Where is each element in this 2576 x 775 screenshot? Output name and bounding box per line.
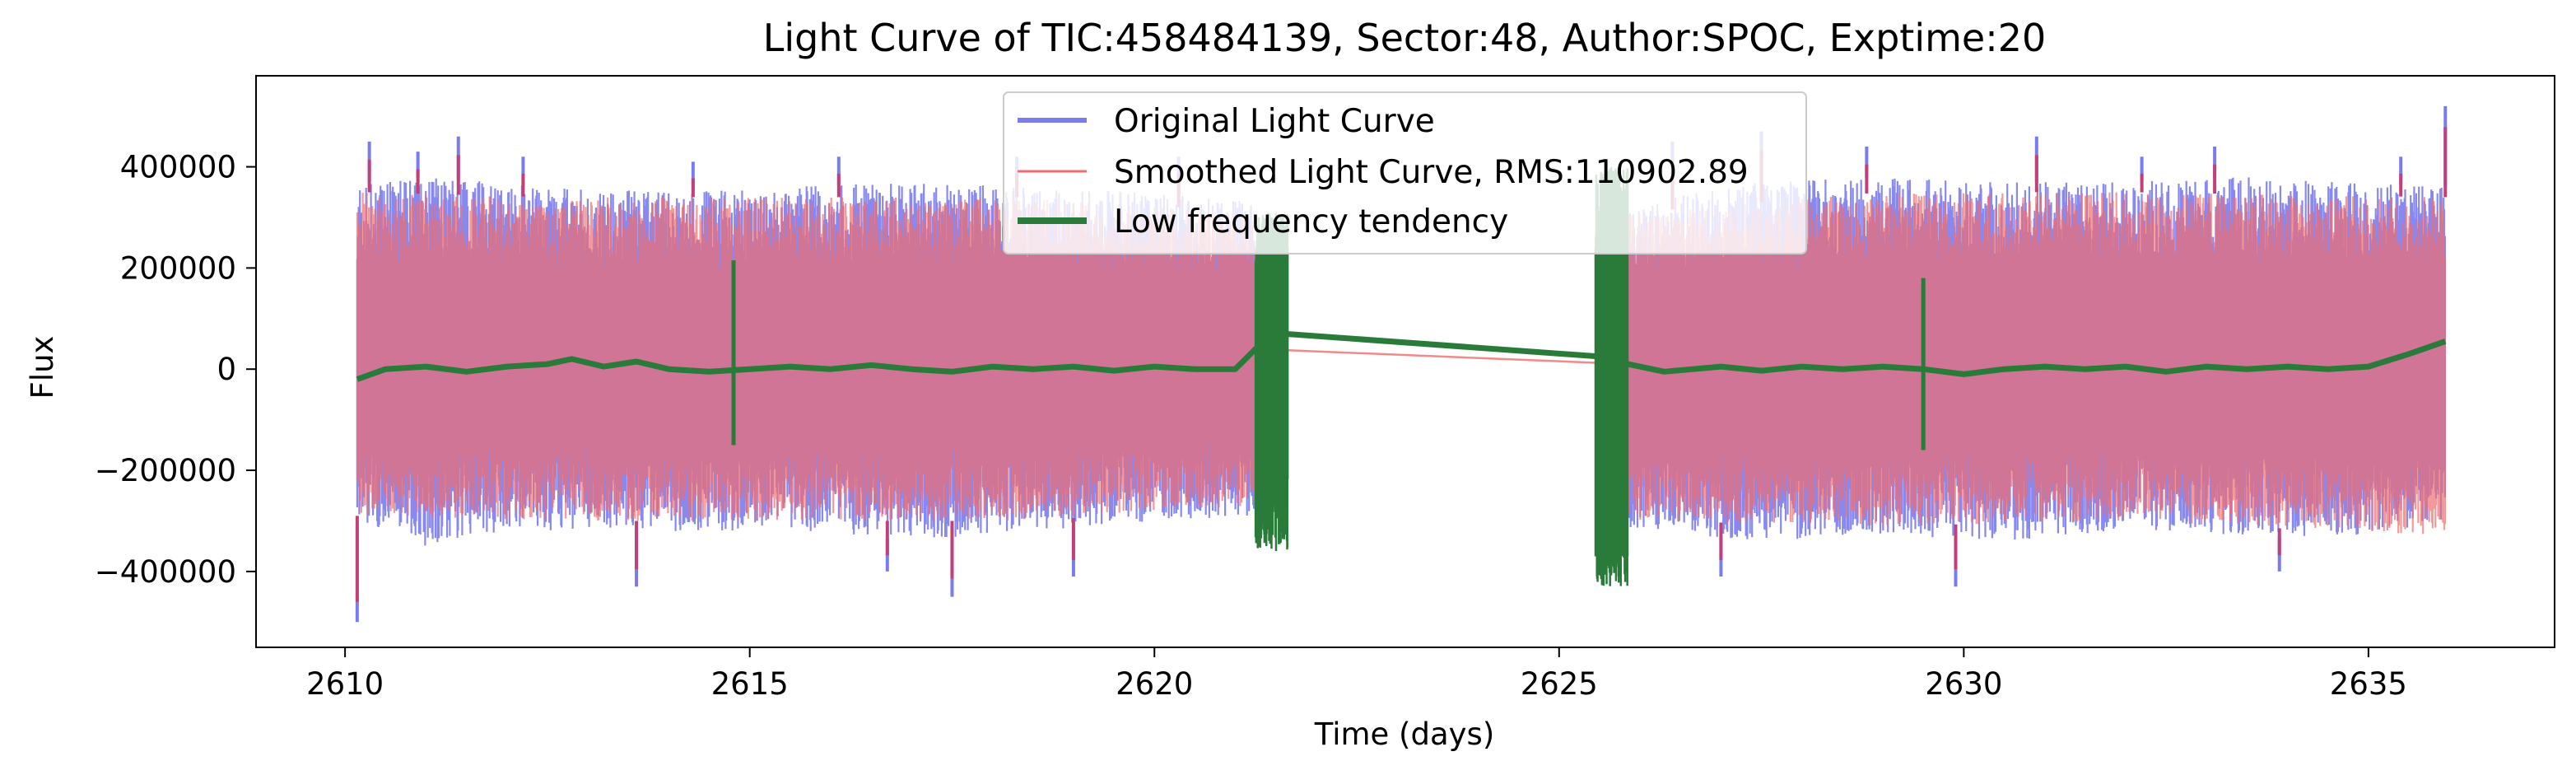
series-0-extremes	[355, 105, 2448, 623]
y-axis: −400000 −200000 0 200000 400000	[95, 150, 256, 590]
x-tick-label-1: 2615	[711, 666, 789, 702]
x-tick-label-2: 2620	[1116, 666, 1193, 702]
legend-label-original: Original Light Curve	[1114, 103, 1435, 140]
x-tick-label-0: 2610	[306, 666, 384, 702]
legend-label-smoothed: Smoothed Light Curve, RMS:110902.89	[1114, 154, 1749, 191]
legend: Original Light Curve Smoothed Light Curv…	[1003, 91, 1807, 254]
series-2-gap-burst-1	[1594, 166, 1629, 586]
y-tick-label-4: 400000	[120, 150, 236, 185]
y-tick-label-0: −400000	[95, 554, 236, 590]
y-axis-label: Flux	[25, 336, 60, 399]
plot-area	[355, 105, 2448, 623]
x-tick-label-3: 2625	[1521, 666, 1598, 702]
x-tick-label-4: 2630	[1925, 666, 2002, 702]
y-tick-label-2: 0	[217, 352, 236, 387]
x-axis-label: Time (days)	[1314, 717, 1495, 752]
series-2-trend	[356, 166, 2447, 586]
series-1-gap-bridge	[1255, 348, 1628, 366]
series-2-trend-line	[356, 330, 2447, 382]
y-tick-label-3: 200000	[120, 250, 236, 286]
legend-label-trend: Low frequency tendency	[1114, 203, 1508, 240]
chart-title: Light Curve of TIC:458484139, Sector:48,…	[763, 16, 2047, 60]
x-axis: 2610 2615 2620 2625 2630 2635	[306, 647, 2407, 702]
y-tick-label-1: −200000	[95, 453, 236, 488]
plot-frame	[255, 75, 2555, 648]
x-tick-label-5: 2635	[2330, 666, 2407, 702]
legend-box	[1003, 91, 1807, 254]
series-2-gap-burst-0	[1254, 212, 1289, 551]
